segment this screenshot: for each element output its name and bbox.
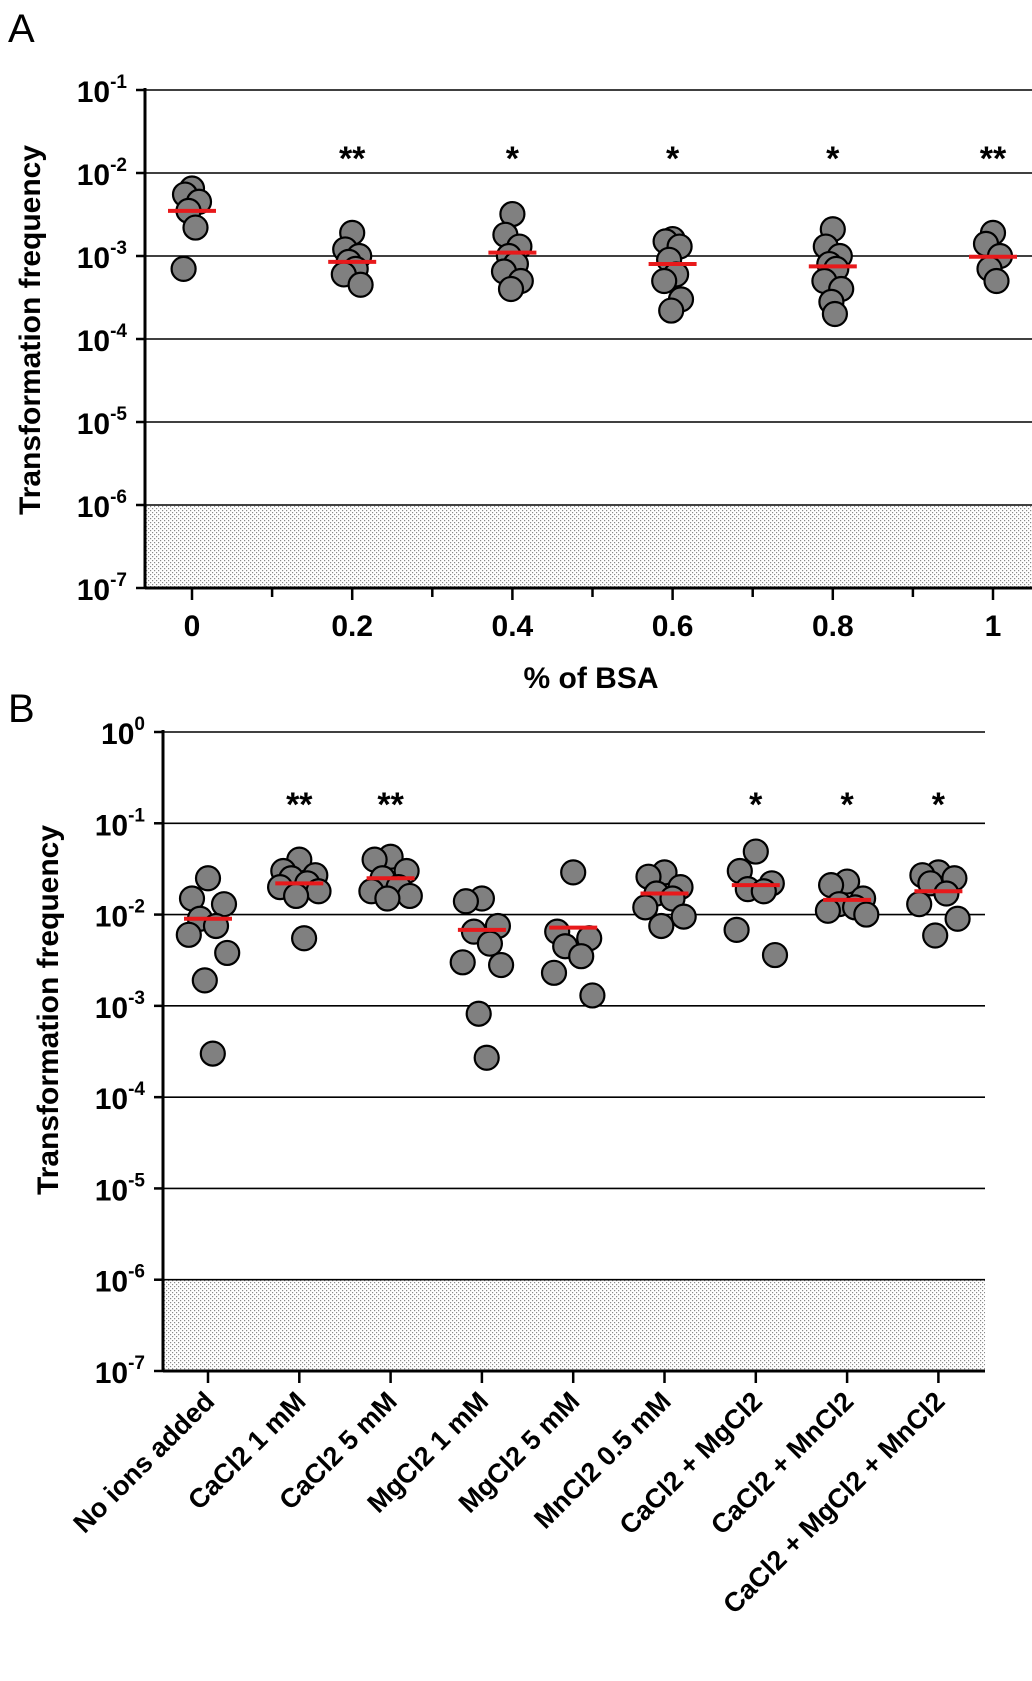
panel-a-x-tick-labels: 0 0.2 0.4 0.6 0.8 1 <box>184 610 1002 643</box>
panel-a-y-tick-labels: 10-1 10-2 10-3 10-4 10-5 10-6 10-7 <box>77 72 128 607</box>
data-point <box>473 1044 500 1071</box>
x-tick-label: 0 <box>184 610 201 643</box>
panel-a: A 10-1 10-2 10-3 10-4 10-5 10-6 10-7 0 0.2 0.4 0.… <box>8 7 1032 695</box>
data-point <box>465 1000 492 1027</box>
data-point <box>821 300 849 328</box>
panel-b-y-axis-title: Transformation frequency <box>32 825 65 1195</box>
y-tick-label: 10-6 <box>77 487 127 524</box>
x-tick-label: 0.4 <box>492 610 534 643</box>
y-tick-label: 10-2 <box>95 897 145 934</box>
significance-mark: * <box>666 140 680 178</box>
panel-b-mean-lines <box>184 876 963 932</box>
data-point <box>191 967 218 994</box>
data-point <box>449 949 476 976</box>
detection-limit-region <box>163 1279 985 1371</box>
y-tick-label: 10-1 <box>77 72 128 109</box>
data-point <box>396 882 423 910</box>
y-tick-label: 10-3 <box>77 238 127 275</box>
panel-a-y-axis-title: Transformation frequency <box>14 145 47 515</box>
panel-a-x-axis-title: % of BSA <box>524 662 659 695</box>
data-point <box>214 939 241 967</box>
data-point <box>853 901 880 928</box>
data-point <box>283 882 310 910</box>
data-point <box>723 916 750 943</box>
panel-a-mean-lines <box>168 208 1017 269</box>
significance-mark: * <box>932 786 946 824</box>
data-point <box>210 891 238 918</box>
panel-b-letter: B <box>8 687 35 731</box>
y-tick-label: 10-3 <box>95 988 145 1025</box>
y-tick-label: 10-4 <box>77 321 128 358</box>
detection-limit-region <box>145 505 1032 588</box>
data-point <box>291 925 318 952</box>
y-tick-label: 10-2 <box>77 155 127 192</box>
x-category-label: No ions added <box>67 1386 220 1539</box>
data-point <box>648 912 675 940</box>
data-point <box>568 943 595 970</box>
data-point <box>175 921 202 948</box>
panel-b-axes <box>154 730 985 1383</box>
panel-b-y-tick-labels: 100 10-1 10-2 10-3 10-4 10-5 10-6 10-7 <box>95 714 146 1390</box>
data-point <box>922 922 949 949</box>
data-point <box>933 880 960 907</box>
x-tick-label: 0.6 <box>652 610 694 643</box>
data-point <box>983 267 1010 295</box>
panel-b-detection-limit-region <box>163 1279 985 1371</box>
panel-a-significance-marks: ** * * * ** <box>339 140 1007 178</box>
data-point <box>374 885 401 912</box>
data-point <box>476 930 503 957</box>
data-point <box>170 255 197 282</box>
panel-b: B 100 10-1 10-2 10-3 10-4 10-5 10-6 10-7 No ion… <box>8 687 985 1619</box>
x-tick-label: 0.8 <box>812 610 854 643</box>
panel-b-data-points <box>175 838 971 1071</box>
significance-mark: ** <box>339 140 366 178</box>
data-point <box>750 878 777 905</box>
data-point <box>944 905 971 932</box>
y-tick-label: 10-6 <box>95 1262 145 1299</box>
panel-a-letter: A <box>8 7 35 51</box>
data-point <box>670 903 697 930</box>
y-tick-label: 10-1 <box>95 805 146 842</box>
significance-mark: * <box>506 140 520 178</box>
data-point <box>814 897 842 924</box>
y-tick-label: 10-7 <box>77 570 127 607</box>
data-point <box>497 275 525 303</box>
data-point <box>452 888 479 915</box>
data-point <box>194 865 222 892</box>
significance-mark: ** <box>980 140 1007 178</box>
data-point <box>658 297 685 324</box>
significance-mark: ** <box>286 786 313 824</box>
data-point <box>742 838 769 865</box>
data-point <box>906 891 933 918</box>
panel-a-detection-limit-region <box>145 505 1032 588</box>
y-tick-label: 100 <box>101 714 145 751</box>
y-tick-label: 10-4 <box>95 1079 146 1116</box>
data-point <box>347 271 374 298</box>
x-tick-label: 0.2 <box>331 610 373 643</box>
data-point <box>488 951 515 979</box>
significance-mark: * <box>749 786 763 824</box>
data-point <box>540 959 568 986</box>
significance-mark: * <box>826 140 840 178</box>
significance-mark: ** <box>377 786 404 824</box>
y-tick-label: 10-7 <box>95 1353 145 1390</box>
panel-a-axes <box>136 88 1032 600</box>
data-point <box>182 214 209 241</box>
data-point <box>651 267 678 295</box>
panel-b-significance-marks: ** ** * * * <box>286 786 946 824</box>
significance-mark: * <box>840 786 854 824</box>
y-tick-label: 10-5 <box>77 404 128 441</box>
panel-a-data-points <box>170 175 1014 328</box>
data-point <box>560 859 587 886</box>
data-point <box>579 982 606 1009</box>
data-point <box>199 1040 226 1067</box>
data-point <box>761 941 789 969</box>
y-tick-label: 10-5 <box>95 1170 146 1207</box>
x-tick-label: 1 <box>985 610 1002 643</box>
panel-a-gridlines <box>145 89 1032 506</box>
